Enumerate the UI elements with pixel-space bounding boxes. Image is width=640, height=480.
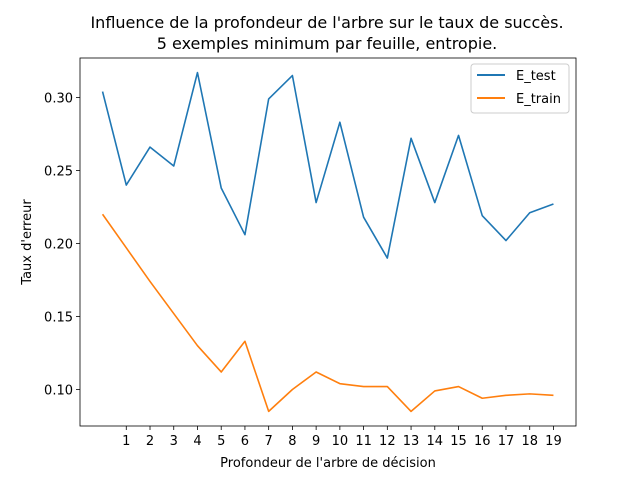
x-tick-label: 19 bbox=[545, 434, 562, 449]
x-tick-label: 13 bbox=[403, 434, 420, 449]
x-tick-label: 11 bbox=[355, 434, 372, 449]
legend-label-e-train: E_train bbox=[516, 92, 561, 107]
legend-frame bbox=[470, 63, 570, 114]
y-tick-label: 0.30 bbox=[44, 91, 73, 106]
x-tick-label: 2 bbox=[146, 434, 154, 449]
chart-title: Influence de la profondeur de l'arbre su… bbox=[90, 13, 563, 32]
y-axis-ticks: 0.10 0.15 0.20 0.25 0.30 bbox=[44, 91, 80, 398]
series-line-e-train bbox=[101, 213, 554, 413]
y-tick-label: 0.25 bbox=[44, 164, 73, 179]
x-tick-label: 8 bbox=[288, 434, 296, 449]
y-tick-label: 0.15 bbox=[44, 310, 73, 325]
y-axis-label: Taux d'erreur bbox=[20, 199, 35, 286]
y-tick-label: 0.10 bbox=[44, 383, 73, 398]
x-tick-label: 6 bbox=[241, 434, 249, 449]
x-tick-label: 4 bbox=[193, 434, 201, 449]
x-tick-label: 14 bbox=[427, 434, 444, 449]
x-tick-label: 12 bbox=[379, 434, 396, 449]
plot-frame bbox=[79, 57, 577, 427]
x-tick-label: 7 bbox=[265, 434, 273, 449]
legend: E_test E_train bbox=[470, 63, 570, 114]
x-tick-label: 5 bbox=[217, 434, 225, 449]
x-tick-label: 9 bbox=[312, 434, 320, 449]
x-tick-label: 15 bbox=[450, 434, 467, 449]
x-tick-label: 3 bbox=[170, 434, 178, 449]
x-tick-label: 16 bbox=[474, 434, 491, 449]
x-tick-label: 17 bbox=[498, 434, 515, 449]
chart-subtitle: 5 exemples minimum par feuille, entropie… bbox=[157, 34, 498, 53]
x-tick-label: 18 bbox=[521, 434, 538, 449]
x-tick-label: 10 bbox=[332, 434, 349, 449]
x-axis-label: Profondeur de l'arbre de décision bbox=[220, 456, 436, 471]
x-axis-ticks: 1 2 3 4 5 6 7 8 9 10 11 12 13 14 15 16 17 18 19 bbox=[122, 426, 562, 449]
x-tick-label: 1 bbox=[122, 434, 130, 449]
series-line-e-test bbox=[101, 71, 554, 259]
series-layer bbox=[101, 71, 554, 413]
legend-label-e-test: E_test bbox=[516, 69, 556, 84]
y-tick-label: 0.20 bbox=[44, 237, 73, 252]
